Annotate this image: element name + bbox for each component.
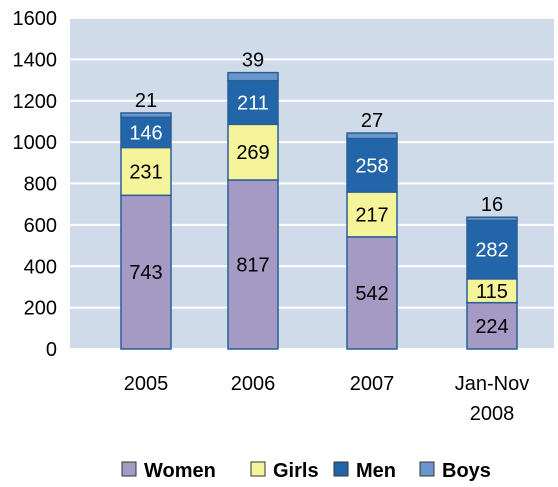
x-tick-label: 2005 [124,373,169,395]
bar-segment-women [120,194,172,350]
y-tick-label: 400 [24,256,57,278]
y-tick-label: 1400 [13,49,58,71]
y-tick-label: 1200 [13,91,58,113]
legend-swatch-men [333,461,349,477]
bar-segment-girls [227,123,279,181]
data-label: 146 [129,122,162,144]
bar-segment-men [227,79,279,126]
data-label: 16 [481,194,503,216]
y-tick-label: 1000 [13,132,58,154]
legend-swatch-girls [250,461,266,477]
y-tick-label: 1600 [13,8,58,30]
x-tick-label: 2006 [231,373,276,395]
legend-label-women: Women [144,460,216,482]
y-tick-label: 200 [24,298,57,320]
bar-segment-men [346,137,398,193]
bar-segment-boys [227,71,279,82]
bar-segment-women [227,179,279,350]
x-tick-label: 2007 [350,373,395,395]
y-axis: 0 200 400 600 800 1000 1200 1400 1600 [13,8,58,361]
data-label: 224 [475,316,508,338]
bar-segment-men [120,116,172,149]
data-label: 817 [236,254,269,276]
legend-label-men: Men [356,460,396,482]
bars: 743 231 146 21 817 269 211 39 542 217 258 27 224 115 2… [120,50,518,350]
legend-swatch-women [121,461,137,477]
legend: Women Girls Men Boys [121,460,491,482]
data-label: 27 [361,110,383,132]
bar-segment-women [346,236,398,350]
bar-segment-boys [120,112,172,119]
data-label: 743 [129,262,162,284]
data-label: 39 [242,50,264,72]
bar-segment-women [466,301,518,350]
data-label: 21 [135,90,157,112]
data-label: 269 [236,142,269,164]
data-label: 542 [355,283,388,305]
x-tick-label: Jan-Nov 2008 [455,373,529,425]
bar-segment-boys [466,216,518,222]
y-tick-label: 800 [24,174,57,196]
data-label: 217 [355,204,388,226]
y-tick-label: 600 [24,215,57,237]
legend-label-boys: Boys [442,460,491,482]
legend-label-girls: Girls [273,460,319,482]
data-label: 282 [475,240,508,262]
bar-segment-girls [346,191,398,238]
legend-swatch-boys [419,461,435,477]
data-label: 258 [355,155,388,177]
data-label: 231 [129,161,162,183]
bar-segment-boys [346,132,398,140]
data-label: 115 [476,281,508,303]
data-label: 211 [237,93,269,115]
y-tick-label: 0 [46,339,57,361]
x-axis: 2005 2006 2007 Jan-Nov 2008 [124,373,529,425]
